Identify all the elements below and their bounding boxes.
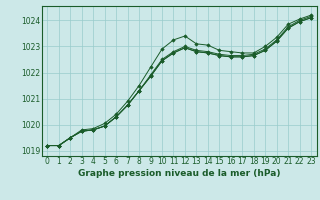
X-axis label: Graphe pression niveau de la mer (hPa): Graphe pression niveau de la mer (hPa) — [78, 169, 280, 178]
